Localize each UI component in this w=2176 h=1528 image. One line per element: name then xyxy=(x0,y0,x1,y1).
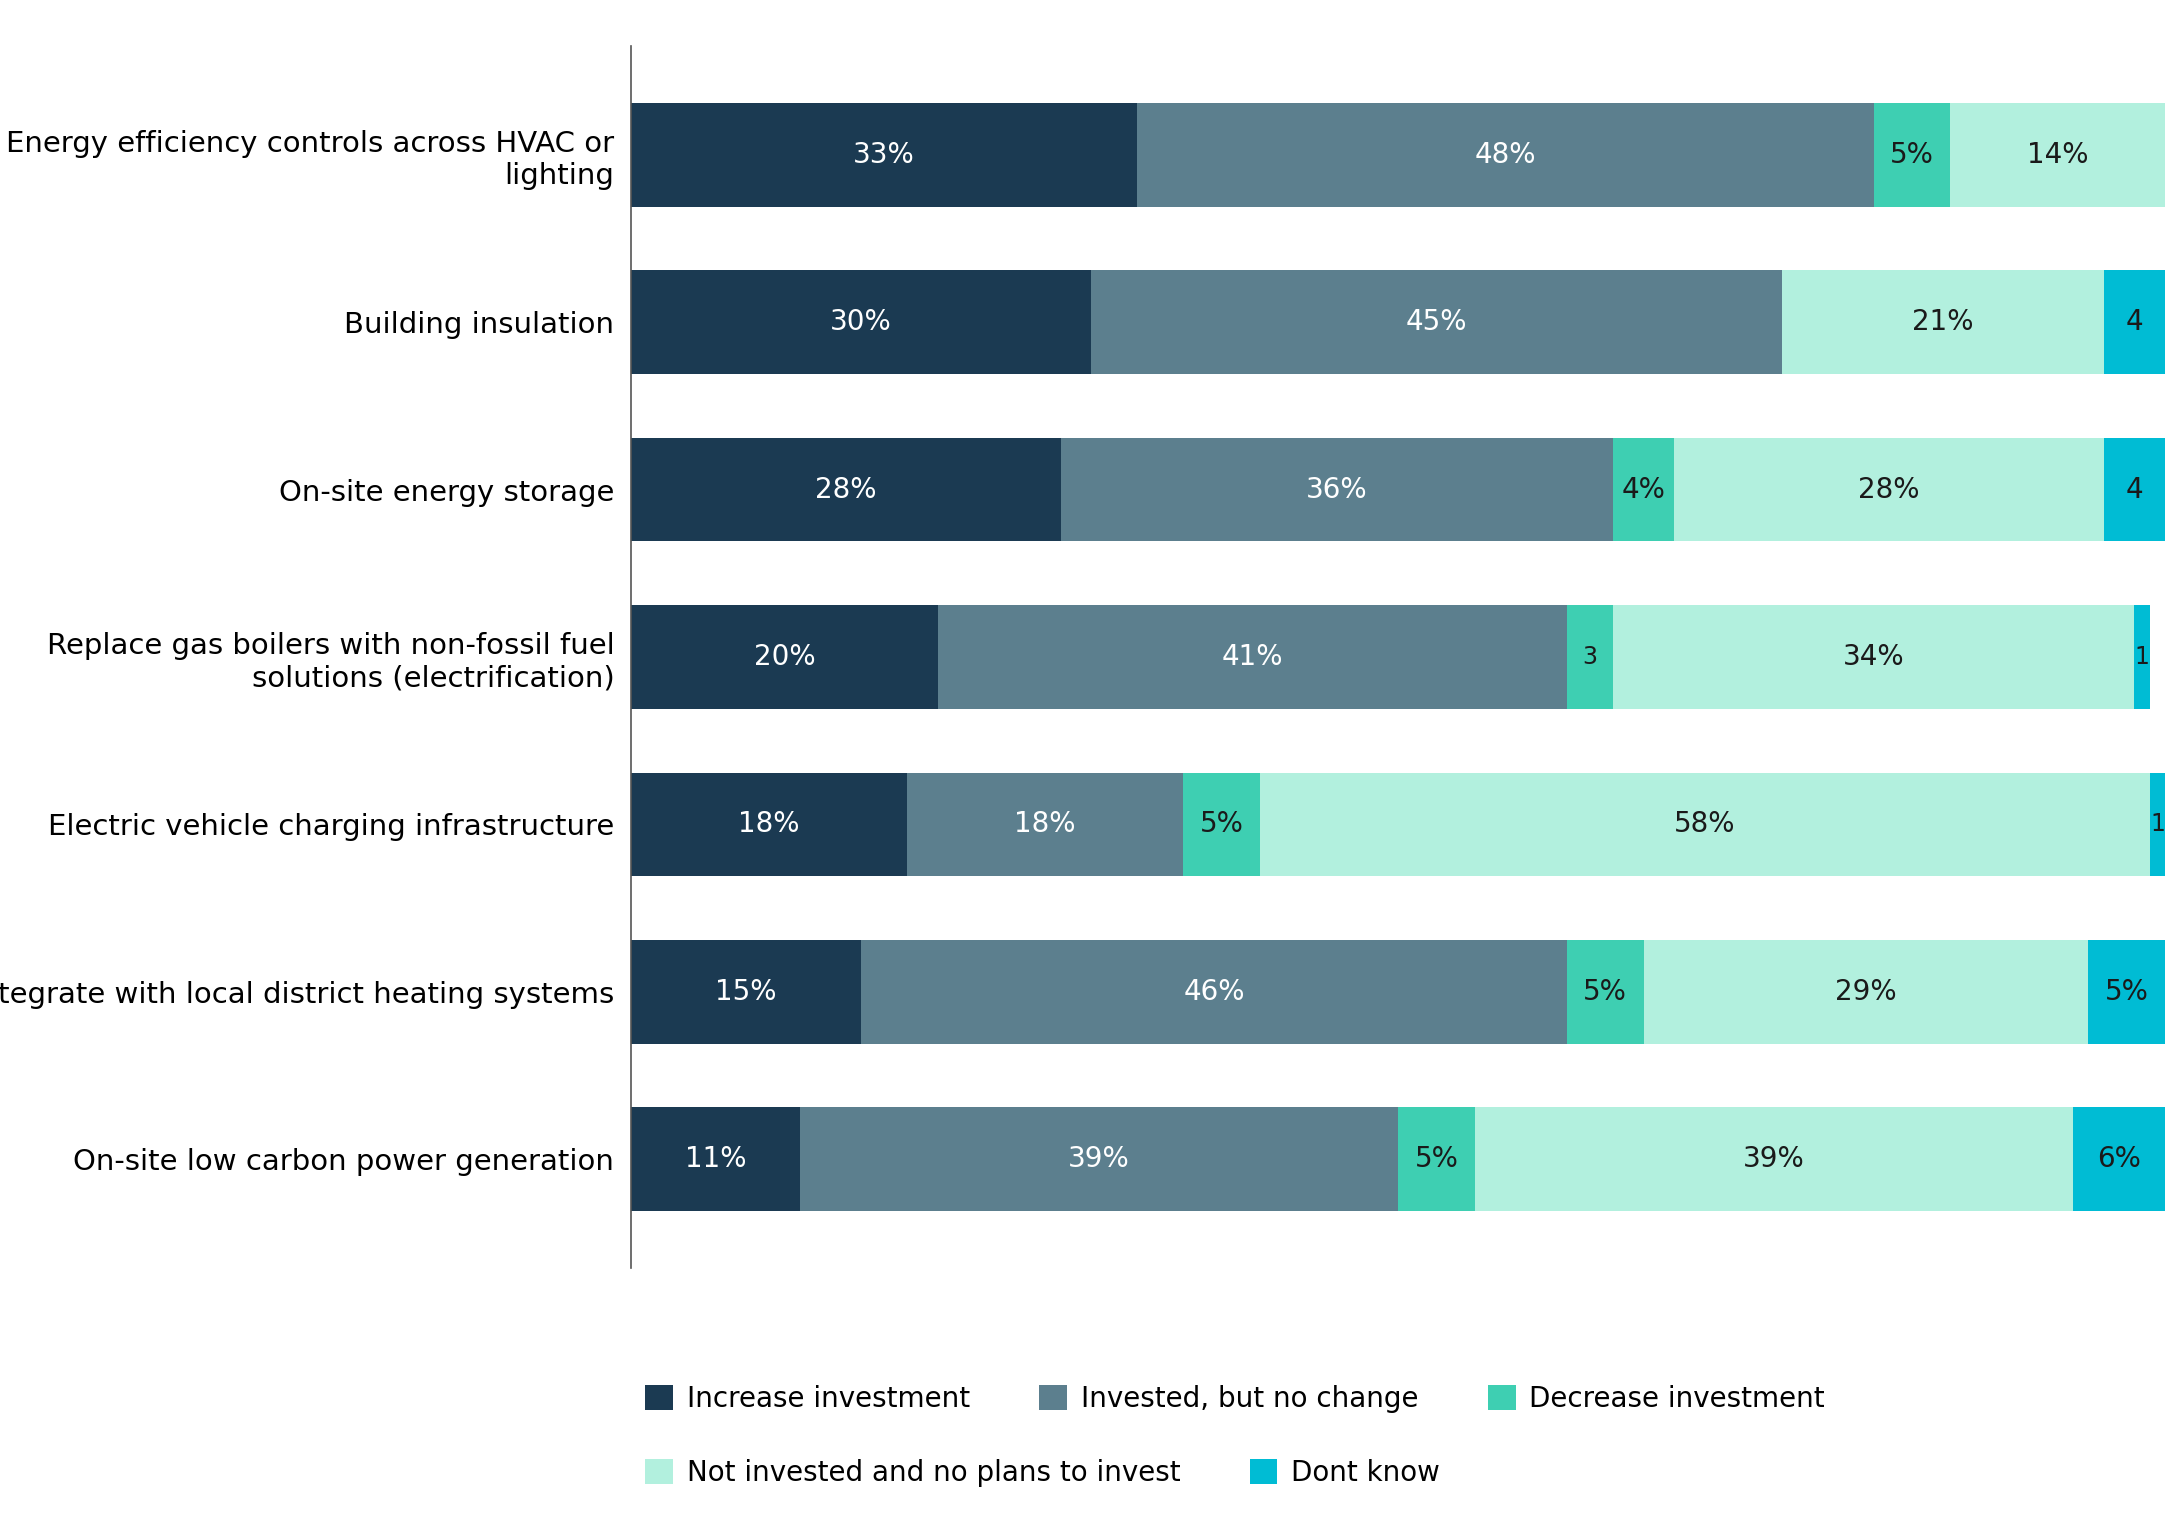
Bar xyxy=(631,773,907,877)
Text: 48%: 48% xyxy=(1475,141,1536,168)
Text: 33%: 33% xyxy=(853,141,916,168)
Text: 21%: 21% xyxy=(1913,309,1974,336)
Text: 29%: 29% xyxy=(1834,978,1897,1005)
Text: 11%: 11% xyxy=(685,1146,746,1174)
Text: 58%: 58% xyxy=(1673,810,1736,839)
Text: 34%: 34% xyxy=(1843,643,1904,671)
Text: 20%: 20% xyxy=(753,643,816,671)
Bar xyxy=(1673,437,2104,541)
Text: 18%: 18% xyxy=(738,810,801,839)
Bar xyxy=(801,1108,1399,1212)
Text: 5%: 5% xyxy=(1199,810,1245,839)
Bar xyxy=(2104,270,2165,374)
Text: 36%: 36% xyxy=(1306,475,1367,504)
Text: 15%: 15% xyxy=(716,978,777,1005)
Text: 46%: 46% xyxy=(1184,978,1245,1005)
Bar xyxy=(631,102,1138,206)
Bar xyxy=(907,773,1184,877)
Bar xyxy=(1612,437,1673,541)
Bar xyxy=(631,1108,801,1212)
Bar xyxy=(2150,773,2165,877)
Bar xyxy=(1138,102,1874,206)
Bar xyxy=(631,437,1060,541)
Text: 5%: 5% xyxy=(1584,978,1628,1005)
Bar xyxy=(938,605,1567,709)
Bar xyxy=(1475,1108,2074,1212)
Text: 39%: 39% xyxy=(1068,1146,1129,1174)
Bar xyxy=(2089,940,2165,1044)
Text: 1: 1 xyxy=(2150,813,2165,836)
Bar xyxy=(1782,270,2104,374)
Text: 14%: 14% xyxy=(2028,141,2089,168)
Bar xyxy=(2135,605,2150,709)
Text: 4%: 4% xyxy=(1621,475,1665,504)
Text: 6%: 6% xyxy=(2098,1146,2141,1174)
Text: 41%: 41% xyxy=(1221,643,1284,671)
Bar xyxy=(1060,437,1612,541)
Bar xyxy=(631,270,1092,374)
Bar xyxy=(1950,102,2165,206)
Text: 30%: 30% xyxy=(831,309,892,336)
Text: 45%: 45% xyxy=(1406,309,1467,336)
Text: 18%: 18% xyxy=(1014,810,1075,839)
Text: 4: 4 xyxy=(2126,475,2143,504)
Text: 3: 3 xyxy=(1582,645,1597,669)
Bar xyxy=(1612,605,2135,709)
Legend: Not invested and no plans to invest, Dont know: Not invested and no plans to invest, Don… xyxy=(644,1459,1441,1487)
Bar xyxy=(631,940,862,1044)
Text: 4: 4 xyxy=(2126,309,2143,336)
Text: 5%: 5% xyxy=(2104,978,2148,1005)
Bar xyxy=(1184,773,1260,877)
Text: 28%: 28% xyxy=(816,475,877,504)
Text: 28%: 28% xyxy=(1858,475,1919,504)
Bar xyxy=(1092,270,1782,374)
Bar xyxy=(2104,437,2165,541)
Bar xyxy=(862,940,1567,1044)
Text: 1: 1 xyxy=(2135,645,2150,669)
Text: 5%: 5% xyxy=(1891,141,1934,168)
Bar xyxy=(1567,940,1643,1044)
Bar xyxy=(1643,940,2089,1044)
Bar xyxy=(1874,102,1950,206)
Bar xyxy=(2074,1108,2165,1212)
Bar xyxy=(1399,1108,1475,1212)
Bar xyxy=(631,605,938,709)
Text: 5%: 5% xyxy=(1414,1146,1458,1174)
Bar xyxy=(1567,605,1612,709)
Text: 39%: 39% xyxy=(1743,1146,1804,1174)
Bar xyxy=(1260,773,2150,877)
